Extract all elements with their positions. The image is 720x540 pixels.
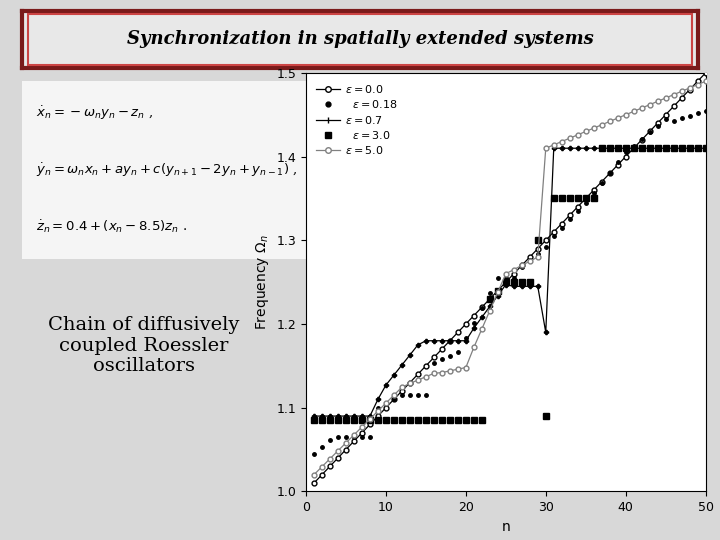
Text: $\dot{x}_n = -\omega_n y_n - z_n$ ,: $\dot{x}_n = -\omega_n y_n - z_n$ ,	[36, 104, 153, 122]
X-axis label: n: n	[501, 519, 510, 534]
Text: $\dot{y}_n = \omega_n x_n + ay_n + c(y_{n+1} - 2y_n + y_{n-1})$ ,: $\dot{y}_n = \omega_n x_n + ay_n + c(y_{…	[36, 161, 297, 179]
Text: $\dot{z}_n = 0.4 + (x_n - 8.5)z_n$ .: $\dot{z}_n = 0.4 + (x_n - 8.5)z_n$ .	[36, 219, 187, 235]
Y-axis label: Frequency $\Omega_n$: Frequency $\Omega_n$	[254, 234, 271, 330]
Legend: $\varepsilon=0.0$,   $\varepsilon=0.18$, $\varepsilon=0.7$,   $\varepsilon=3.0$,: $\varepsilon=0.0$, $\varepsilon=0.18$, $…	[312, 78, 402, 161]
Text: Chain of diffusively
coupled Roessler
oscillators: Chain of diffusively coupled Roessler os…	[48, 316, 240, 375]
Text: Synchronization in spatially extended systems: Synchronization in spatially extended sy…	[127, 30, 593, 48]
